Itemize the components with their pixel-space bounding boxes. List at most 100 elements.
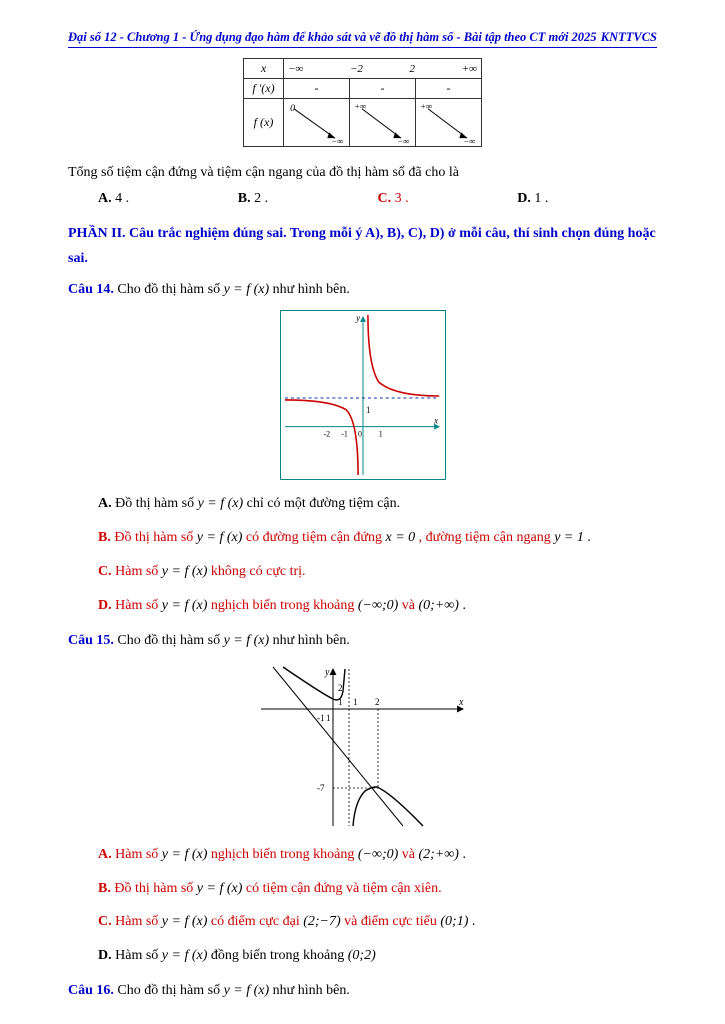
q14-b-y1: y = 1: [554, 530, 584, 545]
q15-c-label: C.: [98, 914, 112, 929]
q15-c-p2: (0;1): [440, 914, 468, 929]
svg-text:1: 1: [365, 405, 369, 415]
q15-d: D. Hàm số y = f (x) đồng biến trong khoả…: [98, 944, 657, 968]
q14-a: A. Đồ thị hàm số y = f (x) chỉ có một đư…: [98, 492, 657, 516]
q14-line: Câu 14. Cho đồ thị hàm số y = f (x) như …: [68, 277, 657, 302]
q15-a-pre: Hàm số: [115, 847, 162, 862]
svg-text:y: y: [324, 667, 330, 678]
svg-text:x: x: [458, 697, 464, 708]
q14-graph: x y 1 0 1 -1 -2: [280, 310, 446, 480]
q15-d-pre: Hàm số: [115, 948, 162, 963]
q15-b-pre: Đồ thị hàm số: [114, 881, 196, 896]
q15-b-post: có tiệm cận đứng và tiệm cận xiên.: [242, 881, 441, 896]
q15-post: như hình bên.: [269, 633, 350, 648]
q14-c-pre: Hàm số: [115, 564, 162, 579]
q15-graph: x y 2 1 -1 1 1 2 -7: [253, 661, 473, 831]
q16-post: như hình bên.: [269, 983, 350, 998]
q14-b-x0: x = 0: [386, 530, 416, 545]
svg-text:−∞: −∞: [463, 136, 475, 146]
q15-a-int1: (−∞;0): [358, 847, 398, 862]
q14-b-mid: có đường tiệm cận đứng: [242, 530, 385, 545]
ans-d-label: D.: [517, 191, 531, 206]
q15-a: A. Hàm số y = f (x) nghịch biến trong kh…: [98, 843, 657, 867]
q14-c-label: C.: [98, 564, 112, 579]
q14-label: Câu 14.: [68, 282, 114, 297]
q14-d-label: D.: [98, 598, 112, 613]
section2-title: PHẦN II. Câu trắc nghiệm đúng sai. Trong…: [68, 221, 657, 271]
ans-c-val: 3 .: [395, 191, 409, 206]
q14-a-pre: Đồ thị hàm số: [115, 496, 197, 511]
vt-x-2: 2: [410, 63, 416, 75]
q14-a-expr: y = f (x): [198, 496, 244, 511]
q15-a-label: A.: [98, 847, 112, 862]
q14-d-int2: (0;+∞): [419, 598, 459, 613]
q14-b-expr: y = f (x): [197, 530, 243, 545]
q14-pre: Cho đồ thị hàm số: [117, 282, 223, 297]
vt-x-3: +∞: [462, 63, 477, 75]
q15-a-expr: y = f (x): [162, 847, 208, 862]
ans-d: D. 1 .: [517, 191, 657, 207]
svg-text:2: 2: [375, 697, 380, 707]
q14-statements: A. Đồ thị hàm số y = f (x) chỉ có một đư…: [98, 492, 657, 617]
q16-label: Câu 16.: [68, 983, 114, 998]
q15-c-end: .: [468, 914, 475, 929]
vt-f-cell-0: 0 −∞: [284, 99, 350, 147]
svg-text:-2: -2: [323, 430, 330, 439]
vt-f-cell-2: +∞ −∞: [416, 99, 482, 147]
svg-text:1: 1: [353, 697, 358, 707]
ans-a-label: A.: [98, 191, 112, 206]
q15-c-and: và điểm cực tiểu: [341, 914, 441, 929]
q14-c-post: không có cực trị.: [207, 564, 305, 579]
svg-text:2: 2: [338, 683, 343, 693]
page-header: Đại số 12 - Chương 1 - Ứng dụng đạo hàm …: [68, 30, 657, 48]
header-right: KNTTVCS: [601, 30, 657, 45]
vt-fp-2: -: [416, 79, 482, 99]
q15-c: C. Hàm số y = f (x) có điểm cực đại (2;−…: [98, 910, 657, 934]
svg-text:1: 1: [378, 430, 382, 439]
q15-c-mid: có điểm cực đại: [207, 914, 303, 929]
vt-fp-1: -: [350, 79, 416, 99]
svg-text:0: 0: [358, 430, 362, 439]
q14-d: D. Hàm số y = f (x) nghịch biến trong kh…: [98, 594, 657, 618]
svg-text:-7: -7: [317, 783, 325, 793]
q-asymptote-text: Tổng số tiệm cận đứng và tiệm cận ngang …: [68, 161, 657, 185]
q14-c: C. Hàm số y = f (x) không có cực trị.: [98, 560, 657, 584]
q14-d-mid: nghịch biến trong khoảng: [207, 598, 357, 613]
q15-c-p1: (2;−7): [303, 914, 340, 929]
vt-fp-label: f '(x): [244, 79, 284, 99]
q16-expr: y = f (x): [224, 983, 270, 998]
q14-d-end: .: [459, 598, 466, 613]
vt-x-1: −2: [350, 63, 363, 75]
vt-f-label: f (x): [244, 99, 284, 147]
svg-text:1: 1: [338, 697, 343, 707]
svg-text:+∞: +∞: [420, 101, 432, 111]
q15-d-mid: đồng biến trong khoảng: [207, 948, 347, 963]
q14-d-expr: y = f (x): [162, 598, 208, 613]
q14-b-pre: Đồ thị hàm số: [114, 530, 196, 545]
q14-graph-wrap: x y 1 0 1 -1 -2: [68, 310, 657, 480]
q15-a-end: .: [459, 847, 466, 862]
ans-b-val: 2 .: [254, 191, 268, 206]
q15-d-int: (0;2): [348, 948, 376, 963]
q14-b: B. Đồ thị hàm số y = f (x) có đường tiệm…: [98, 526, 657, 550]
q14-d-and: và: [398, 598, 418, 613]
q16-line: Câu 16. Cho đồ thị hàm số y = f (x) như …: [68, 978, 657, 1003]
variation-table-wrap: x −∞ −2 2 +∞ f '(x) - - - f (x) 0: [68, 58, 657, 147]
svg-text:y: y: [355, 313, 360, 323]
ans-c-label: C.: [378, 191, 392, 206]
svg-text:−∞: −∞: [397, 136, 409, 146]
q15-b: B. Đồ thị hàm số y = f (x) có tiệm cận đ…: [98, 877, 657, 901]
q14-a-post: chỉ có một đường tiệm cận.: [243, 496, 400, 511]
vt-fp-0: -: [284, 79, 350, 99]
q14-c-expr: y = f (x): [162, 564, 208, 579]
q14-d-pre: Hàm số: [115, 598, 162, 613]
q14-d-int1: (−∞;0): [358, 598, 398, 613]
header-left: Đại số 12 - Chương 1 - Ứng dụng đạo hàm …: [68, 30, 597, 45]
ans-a: A. 4 .: [98, 191, 238, 207]
q15-graph-wrap: x y 2 1 -1 1 1 2 -7: [68, 661, 657, 831]
q15-a-int2: (2;+∞): [419, 847, 459, 862]
ans-b-label: B.: [238, 191, 251, 206]
ans-d-val: 1 .: [534, 191, 548, 206]
q15-a-and: và: [398, 847, 418, 862]
vt-x-range: −∞ −2 2 +∞: [284, 59, 482, 79]
